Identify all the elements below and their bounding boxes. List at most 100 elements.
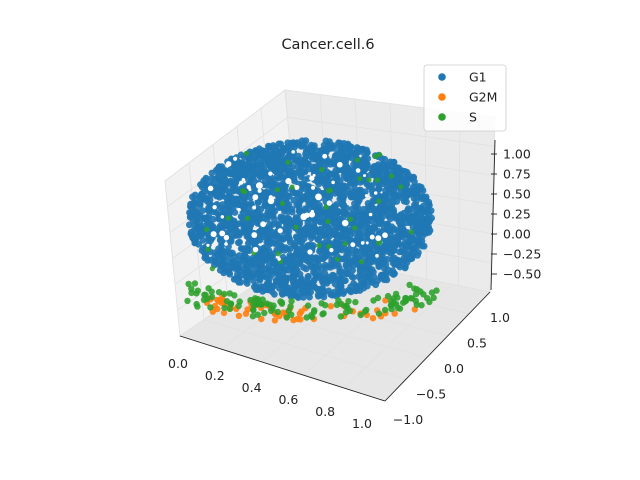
- surface-gap: [224, 242, 228, 246]
- point-g1: [388, 236, 396, 244]
- x-axis: 0.0 0.2 0.4 0.6 0.8 1.0: [168, 335, 386, 431]
- point-g1: [391, 270, 398, 277]
- point-g1: [216, 266, 224, 274]
- point-g1: [294, 294, 302, 301]
- point-s: [358, 259, 364, 265]
- point-s: [430, 294, 437, 301]
- point-g1: [299, 294, 307, 301]
- point-s: [215, 289, 223, 296]
- point-g1: [345, 286, 353, 294]
- point-g1: [245, 168, 253, 176]
- point-g1: [331, 175, 339, 182]
- point-g1: [297, 173, 305, 181]
- point-g1: [211, 249, 219, 256]
- surface-gap: [252, 246, 259, 253]
- point-s: [288, 297, 295, 305]
- point-g1: [349, 267, 356, 274]
- point-g1: [418, 242, 426, 250]
- point-g1: [316, 202, 323, 209]
- point-g1: [321, 270, 329, 277]
- x-tick-label: 1.0: [352, 416, 372, 431]
- point-g1: [325, 287, 333, 295]
- point-g1: [366, 256, 374, 264]
- point-s: [268, 307, 275, 315]
- point-g1: [406, 219, 414, 227]
- point-g1: [423, 222, 430, 230]
- point-g1: [289, 272, 297, 279]
- point-g1: [337, 232, 345, 239]
- point-g1: [401, 264, 409, 272]
- point-s: [316, 242, 322, 249]
- point-g1: [231, 177, 239, 185]
- surface-gap: [246, 184, 251, 190]
- point-s: [326, 244, 332, 250]
- point-g1: [292, 190, 300, 197]
- point-g1: [356, 281, 364, 289]
- y-tick-label: 1.0: [490, 310, 510, 325]
- chart-title: Cancer.cell.6: [281, 37, 374, 53]
- point-g1: [261, 156, 269, 163]
- point-g1: [207, 201, 215, 209]
- point-g1: [321, 158, 329, 166]
- point-s: [406, 281, 413, 289]
- point-g1: [245, 247, 253, 255]
- point-g1: [378, 274, 386, 282]
- point-g1: [417, 183, 425, 191]
- point-g1: [267, 206, 275, 213]
- point-g1: [243, 233, 251, 240]
- point-g1: [337, 151, 345, 159]
- point-g1: [293, 169, 301, 177]
- point-g1: [235, 171, 243, 179]
- point-g1: [255, 267, 262, 275]
- point-g1: [323, 209, 331, 216]
- point-s: [398, 184, 404, 190]
- point-g1: [190, 208, 198, 216]
- point-g1: [258, 225, 265, 233]
- point-s: [221, 290, 228, 298]
- legend-label-g2m: G2M: [469, 90, 497, 105]
- point-g1: [287, 284, 294, 292]
- point-g1: [236, 252, 243, 259]
- point-g1: [305, 183, 313, 190]
- point-g1: [267, 254, 275, 261]
- point-g2m: [327, 303, 334, 310]
- point-g1: [405, 255, 413, 262]
- point-g1: [303, 279, 310, 287]
- point-g1: [419, 193, 427, 201]
- point-g1: [204, 206, 212, 214]
- point-s: [408, 229, 414, 235]
- point-s: [287, 303, 294, 310]
- point-s: [411, 285, 418, 292]
- point-s: [335, 297, 342, 304]
- point-g1: [243, 267, 250, 275]
- point-g1: [389, 198, 397, 206]
- point-g1: [292, 255, 300, 262]
- surface-gap: [336, 161, 343, 168]
- point-s: [372, 153, 378, 159]
- surface-gap: [365, 241, 369, 245]
- point-g2m: [242, 310, 250, 317]
- point-g1: [342, 277, 349, 284]
- point-g1: [339, 192, 347, 199]
- surface-gap: [310, 185, 316, 190]
- point-g1: [328, 210, 336, 218]
- point-g1: [411, 203, 419, 211]
- point-s: [270, 302, 277, 309]
- point-g1: [246, 225, 254, 233]
- point-g1: [418, 214, 426, 222]
- point-g1: [316, 272, 323, 280]
- point-g1: [218, 222, 226, 230]
- point-g1: [349, 274, 357, 281]
- point-g1: [244, 240, 252, 247]
- point-g1: [216, 261, 224, 269]
- point-s: [308, 312, 315, 319]
- point-s: [374, 177, 380, 183]
- point-g1: [269, 180, 276, 188]
- point-g1: [306, 242, 314, 250]
- point-g1: [265, 262, 273, 269]
- point-g1: [303, 256, 311, 264]
- z-tick-label: 1.00: [503, 147, 531, 162]
- point-g1: [309, 232, 317, 240]
- point-g2m: [369, 315, 377, 322]
